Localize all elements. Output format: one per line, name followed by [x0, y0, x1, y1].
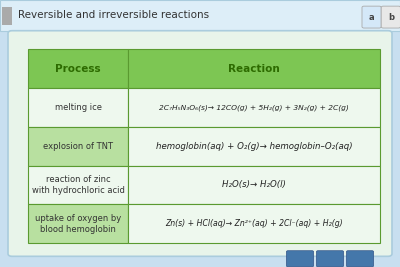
- Bar: [28, 88, 128, 127]
- Bar: [128, 204, 380, 243]
- Text: Zn(s) + HCl(aq)→ Zn²⁺(aq) + 2Cl⁻(aq) + H₂(g): Zn(s) + HCl(aq)→ Zn²⁺(aq) + 2Cl⁻(aq) + H…: [165, 219, 343, 228]
- Bar: [0, 0, 400, 31]
- Text: Process: Process: [55, 64, 101, 74]
- FancyBboxPatch shape: [8, 31, 392, 256]
- Text: Reversible and irreversible reactions: Reversible and irreversible reactions: [18, 10, 209, 20]
- Bar: [2, 7, 12, 25]
- Bar: [28, 127, 128, 166]
- Text: b: b: [388, 13, 394, 22]
- FancyBboxPatch shape: [381, 6, 400, 28]
- Text: hemoglobin(aq) + O₂(g)→ hemoglobin–O₂(aq): hemoglobin(aq) + O₂(g)→ hemoglobin–O₂(aq…: [156, 142, 352, 151]
- Bar: [128, 49, 380, 88]
- FancyBboxPatch shape: [286, 251, 314, 267]
- Text: Reaction: Reaction: [228, 64, 280, 74]
- Bar: [128, 127, 380, 166]
- FancyBboxPatch shape: [346, 251, 374, 267]
- FancyBboxPatch shape: [316, 251, 344, 267]
- Bar: [28, 49, 128, 88]
- Text: explosion of TNT: explosion of TNT: [43, 142, 113, 151]
- Text: a: a: [369, 13, 374, 22]
- Bar: [28, 166, 128, 204]
- Bar: [28, 204, 128, 243]
- Bar: [128, 166, 380, 204]
- Text: H₂O(s)→ H₂O(l): H₂O(s)→ H₂O(l): [222, 180, 286, 189]
- Bar: [128, 88, 380, 127]
- FancyBboxPatch shape: [362, 6, 381, 28]
- Text: uptake of oxygen by
blood hemoglobin: uptake of oxygen by blood hemoglobin: [35, 214, 121, 234]
- Text: reaction of zinc
with hydrochloric acid: reaction of zinc with hydrochloric acid: [32, 175, 124, 195]
- Text: 2C₇H₅N₃O₆(s)→ 12CO(g) + 5H₂(g) + 3N₂(g) + 2C(g): 2C₇H₅N₃O₆(s)→ 12CO(g) + 5H₂(g) + 3N₂(g) …: [159, 104, 349, 111]
- Text: melting ice: melting ice: [55, 103, 102, 112]
